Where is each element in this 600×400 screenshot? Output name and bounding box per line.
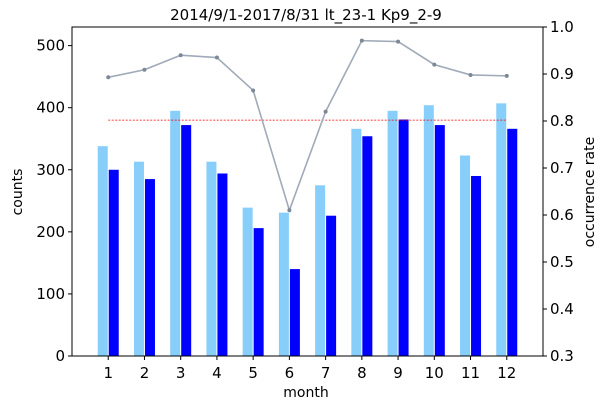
- bar-dark-3: [181, 125, 192, 356]
- y2-tick-label-0.7: 0.7: [550, 159, 574, 177]
- x-tick-label-4: 4: [212, 364, 222, 382]
- x-tick-label-7: 7: [321, 364, 331, 382]
- y2-tick-label-0.3: 0.3: [550, 347, 574, 365]
- y2-tick-label-0.4: 0.4: [550, 300, 574, 318]
- y-tick-label-100: 100: [36, 285, 65, 303]
- y2-tick-label-0.5: 0.5: [550, 253, 574, 271]
- occurrence-rate-point-9: [396, 39, 401, 44]
- bar-dark-12: [507, 128, 518, 356]
- y2-tick-label-1.0: 1.0: [550, 18, 574, 36]
- bar-dark-9: [398, 119, 409, 356]
- bar-light-3: [170, 110, 181, 357]
- bar-light-9: [387, 110, 398, 357]
- bar-dark-7: [326, 215, 337, 356]
- occurrence-rate-point-2: [142, 67, 147, 72]
- y2-axis-label: occurrence rate: [582, 137, 598, 247]
- x-tick-label-10: 10: [425, 364, 444, 382]
- y-tick-label-0: 0: [55, 347, 65, 365]
- x-tick-label-6: 6: [285, 364, 295, 382]
- x-tick-label-11: 11: [461, 364, 480, 382]
- x-tick-label-12: 12: [497, 364, 516, 382]
- y-tick-label-400: 400: [36, 99, 65, 117]
- bar-dark-10: [434, 125, 445, 356]
- bar-dark-5: [253, 228, 264, 356]
- bar-light-8: [351, 128, 362, 356]
- bar-light-12: [496, 103, 507, 356]
- y2-tick-label-0.9: 0.9: [550, 65, 574, 83]
- occurrence-rate-point-10: [432, 62, 437, 67]
- x-tick-label-5: 5: [248, 364, 258, 382]
- occurrence-rate-line: [108, 39, 507, 213]
- plot-frame: [71, 26, 544, 357]
- x-tick-label-1: 1: [103, 364, 113, 382]
- y-tick-label-200: 200: [36, 223, 65, 241]
- occurrence-rate-point-6: [287, 208, 292, 213]
- bar-light-5: [242, 207, 253, 356]
- bar-light-10: [423, 105, 434, 357]
- plot-area: 0 100 200 300 400 500 0.3 0.4 0.5 0.6 0.7 0.8 0.9 1.0…: [36, 18, 574, 382]
- bar-light-7: [315, 185, 326, 356]
- occurrence-rate-point-7: [323, 109, 328, 114]
- bar-light-4: [206, 161, 217, 356]
- bar-dark-1: [108, 169, 119, 356]
- bar-light-2: [133, 161, 144, 356]
- bar-light-1: [97, 146, 108, 356]
- y-axis-label: counts: [10, 169, 26, 216]
- occurrence-rate-point-11: [468, 72, 473, 77]
- x-tick-label-8: 8: [357, 364, 367, 382]
- bar-dark-2: [144, 179, 155, 356]
- bar-light-11: [460, 155, 471, 356]
- occurrence-rate-point-1: [106, 75, 111, 80]
- bar-dark-8: [362, 136, 373, 356]
- bar-dark-6: [289, 269, 300, 356]
- occurrence-rate-point-4: [214, 55, 219, 60]
- bar-dark-4: [217, 173, 228, 356]
- y-tick-label-500: 500: [36, 37, 65, 55]
- x-axis-label: month: [283, 385, 328, 400]
- occurrence-rate-point-8: [359, 38, 364, 43]
- x-tick-label-9: 9: [393, 364, 403, 382]
- y-tick-label-300: 300: [36, 161, 65, 179]
- bar-dark-11: [471, 175, 482, 356]
- chart-title: 2014/9/1-2017/8/31 lt_23-1 Kp9_2-9: [170, 6, 442, 25]
- x-tick-label-2: 2: [140, 364, 150, 382]
- x-tick-label-3: 3: [176, 364, 186, 382]
- bar-light-6: [278, 212, 289, 356]
- occurrence-rate-point-12: [504, 73, 509, 78]
- occurrence-rate-point-5: [251, 88, 256, 93]
- occurrence-rate-point-3: [178, 53, 183, 58]
- y2-tick-label-0.6: 0.6: [550, 206, 574, 224]
- y2-tick-label-0.8: 0.8: [550, 112, 574, 130]
